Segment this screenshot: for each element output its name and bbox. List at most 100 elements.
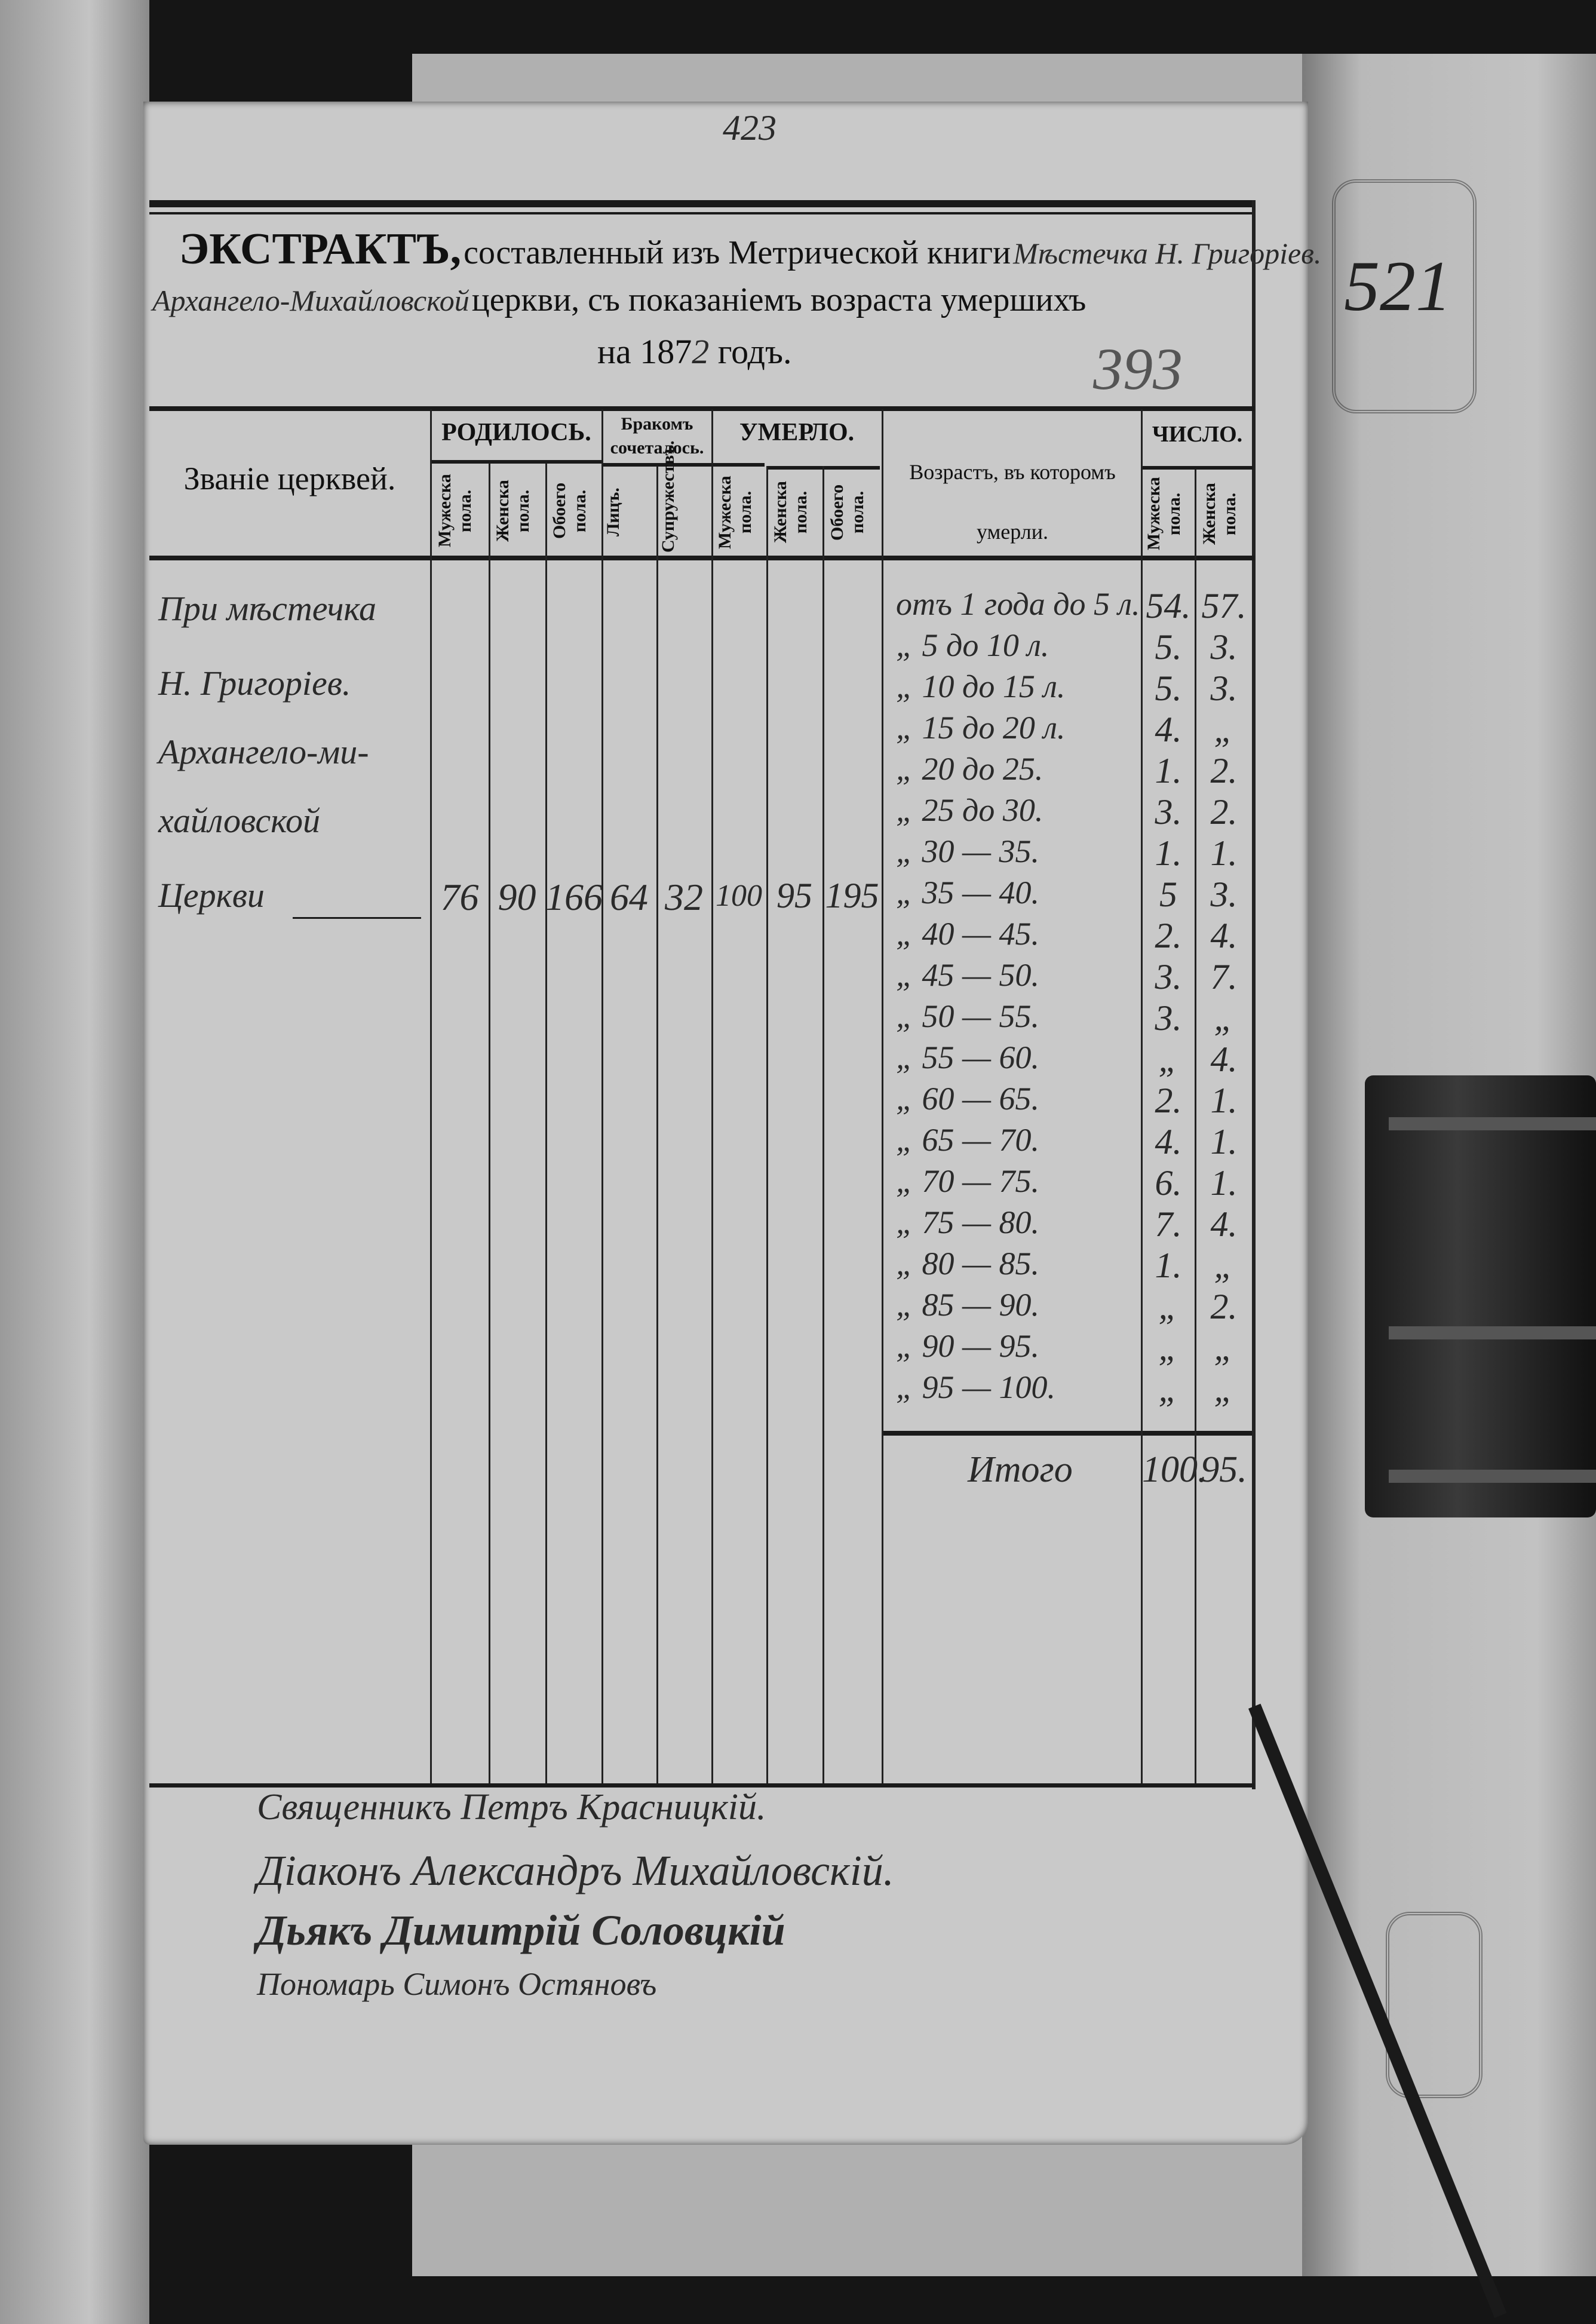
side-note-number: 393 xyxy=(1093,336,1183,402)
subheader: Обоего пола. xyxy=(550,482,590,539)
female-count: 2. xyxy=(1210,792,1238,832)
itogo-label: Итого xyxy=(968,1449,1073,1490)
died-male-total: 100 xyxy=(716,879,762,913)
table-header-rule xyxy=(149,556,1254,560)
itogo-female: 95. xyxy=(1201,1449,1247,1490)
itogo-male: 100. xyxy=(1142,1449,1207,1490)
age-range: „ 65 — 70. xyxy=(896,1122,1040,1158)
female-count: 2. xyxy=(1210,1287,1238,1326)
age-range: „ 5 до 10 л. xyxy=(896,627,1049,663)
female-count: 2. xyxy=(1210,751,1238,790)
handwritten-year-digit: 2 xyxy=(692,332,710,371)
female-count: „ xyxy=(1214,1369,1234,1409)
handwritten-town: Мѣстечка Н. Григоріев. xyxy=(1013,237,1322,270)
born-both-total: 166 xyxy=(545,876,603,918)
column-rule xyxy=(766,466,768,1783)
column-header-age: Возрастъ, въ которомъ умерли. xyxy=(909,460,1116,544)
age-range: „ 75 — 80. xyxy=(896,1204,1040,1240)
subheader: Мужеска пола. xyxy=(1144,477,1184,551)
married-couples: 32 xyxy=(665,876,703,918)
male-count: „ xyxy=(1158,1369,1178,1409)
header-rule xyxy=(149,200,1254,207)
age-range: „ 60 — 65. xyxy=(896,1081,1040,1117)
age-range: „ 30 — 35. xyxy=(896,833,1040,869)
subheader: Женска пола. xyxy=(771,481,811,544)
subheader: Мужеска пола. xyxy=(715,476,755,549)
male-count: „ xyxy=(1158,1287,1178,1326)
group-header-married: Бракомъ сочеталось. xyxy=(610,414,704,458)
age-range: „ 25 до 30. xyxy=(896,792,1043,828)
age-range: „ 20 до 25. xyxy=(896,751,1043,787)
female-count: 1. xyxy=(1210,833,1238,873)
table-top-rule xyxy=(149,406,1254,411)
age-range: „ 80 — 85. xyxy=(896,1246,1040,1281)
subheader: Женска пола. xyxy=(493,480,533,542)
column-rule xyxy=(656,466,658,1783)
group-header-born: РОДИЛОСЬ. xyxy=(441,419,591,446)
female-count: „ xyxy=(1214,1328,1234,1368)
male-count: 1. xyxy=(1155,833,1182,873)
subheader: Супружествъ. xyxy=(658,440,678,553)
male-count: „ xyxy=(1158,1328,1178,1368)
column-rule xyxy=(1195,469,1196,1783)
female-count: 3. xyxy=(1210,669,1238,708)
dash-line xyxy=(293,917,421,919)
age-range: „ 55 — 60. xyxy=(896,1040,1040,1075)
age-range: „ 95 — 100. xyxy=(896,1369,1056,1405)
male-count: 3. xyxy=(1155,792,1182,832)
born-male-total: 76 xyxy=(440,876,479,918)
age-range: „ 40 — 45. xyxy=(896,916,1040,952)
male-count: 3. xyxy=(1155,957,1182,997)
female-count: 1. xyxy=(1210,1081,1238,1120)
female-count: 4. xyxy=(1210,1040,1238,1079)
male-count: 3. xyxy=(1155,998,1182,1038)
age-range: „ 10 до 15 л. xyxy=(896,669,1066,704)
age-range: отъ 1 года до 5 л. xyxy=(896,586,1140,622)
age-range: „ 45 — 50. xyxy=(896,957,1040,993)
subheader: Лицъ. xyxy=(603,488,623,537)
subheader: Мужеска пола. xyxy=(435,474,475,548)
page-number: 423 xyxy=(723,108,776,148)
column-rule xyxy=(430,409,432,1783)
right-border xyxy=(1252,200,1256,1789)
married-persons: 64 xyxy=(610,876,648,918)
year-suffix: годъ. xyxy=(717,332,792,371)
right-page-number: 521 xyxy=(1344,246,1451,326)
header-line-2: Архангело-Михайловской церкви, съ показа… xyxy=(152,281,1086,319)
female-count: „ xyxy=(1214,710,1234,749)
ornament-decoration xyxy=(1386,1912,1483,2098)
column-rule xyxy=(822,466,824,1783)
signature-deacon: Діаконъ Александръ Михайловскій. xyxy=(257,1847,894,1894)
year-prefix: на 187 xyxy=(597,332,692,371)
male-count: 7. xyxy=(1155,1204,1182,1244)
group-rule xyxy=(603,463,765,467)
group-header-number: ЧИСЛО. xyxy=(1152,422,1243,447)
subheader: Обоего пола. xyxy=(827,484,867,541)
born-female-total: 90 xyxy=(498,876,536,918)
male-count: 5 xyxy=(1159,875,1177,914)
male-count: 5. xyxy=(1155,669,1182,708)
female-count: 7. xyxy=(1210,957,1238,997)
female-count: „ xyxy=(1214,998,1234,1038)
column-rule xyxy=(545,463,547,1783)
male-count: 54. xyxy=(1146,586,1191,626)
itogo-rule xyxy=(882,1431,1252,1436)
signature-sexton: Пономарь Симонъ Остяновъ xyxy=(257,1966,657,2002)
header-print-text: церкви, съ показаніемъ возраста умершихъ xyxy=(471,281,1086,318)
header-rule xyxy=(149,212,1254,214)
male-count: 6. xyxy=(1155,1163,1182,1203)
male-count: 1. xyxy=(1155,751,1182,790)
male-count: 4. xyxy=(1155,710,1182,749)
column-rule xyxy=(601,409,603,1783)
died-female-total: 95 xyxy=(776,876,812,915)
church-name-line: хайловской xyxy=(158,801,321,840)
church-name-line: Архангело-ми- xyxy=(158,732,369,771)
handwritten-church: Архангело-Михайловской xyxy=(152,284,469,317)
subheader: Женска пола. xyxy=(1199,483,1239,545)
column-rule xyxy=(882,409,883,1783)
age-range: „ 50 — 55. xyxy=(896,998,1040,1034)
age-range: „ 70 — 75. xyxy=(896,1163,1040,1199)
group-header-died: УМЕРЛО. xyxy=(739,419,855,446)
header-print-text: составленный изъ Метрической книги xyxy=(464,234,1011,271)
binder-clip xyxy=(1365,1075,1596,1517)
